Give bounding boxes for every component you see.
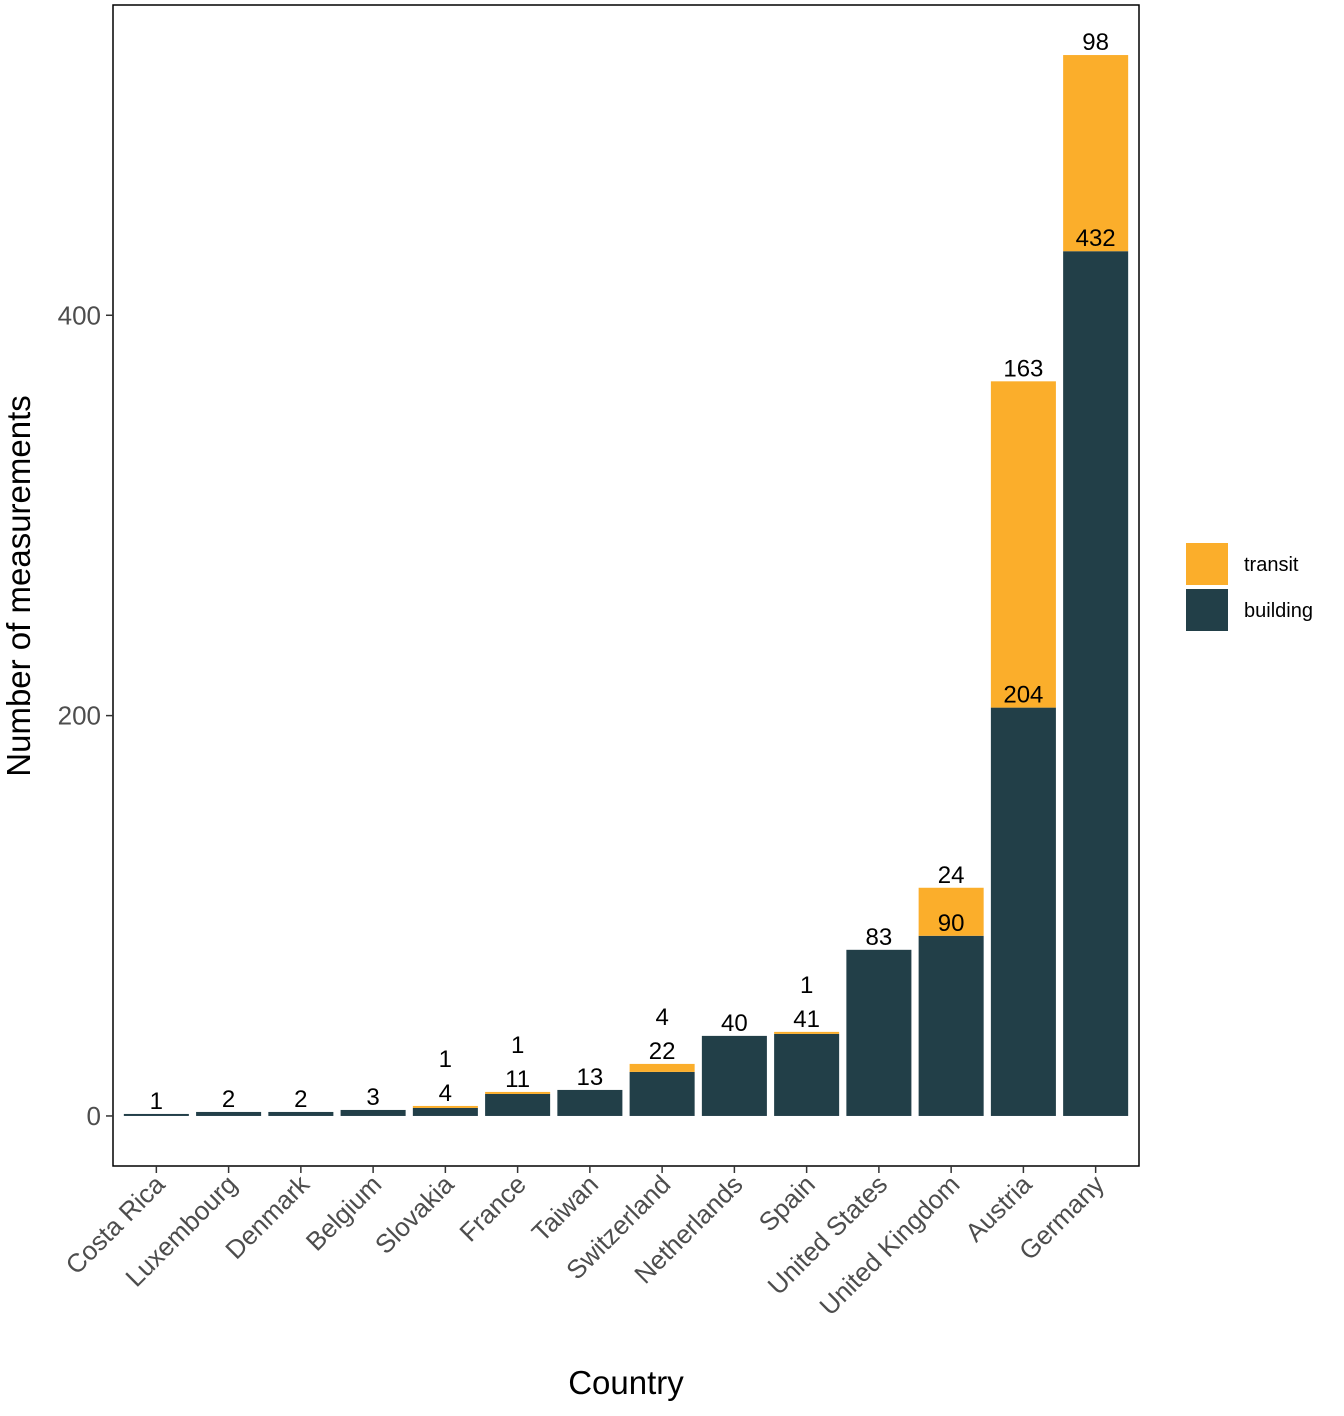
bar-building-slovakia: [412, 1107, 478, 1116]
label-transit-france: 1: [511, 1032, 524, 1059]
legend-label-building: building: [1244, 600, 1313, 622]
y-axis-title: Number of measurements: [0, 395, 37, 776]
label-transit-slovakia: 1: [439, 1046, 452, 1073]
y-axis: 0 200 400: [58, 300, 113, 1131]
bar-building-belgium: [340, 1109, 406, 1116]
legend: transit building: [1186, 543, 1313, 631]
bar-transit-spain: [774, 1031, 840, 1034]
label-building-netherlands: 40: [721, 1010, 748, 1037]
label-building-united-states: 83: [866, 924, 893, 951]
bar-building-united-states: [846, 949, 912, 1116]
bar-transit-switzerland: [629, 1063, 695, 1072]
bar-building-germany: [1063, 251, 1129, 1116]
bar-building-united-kingdom: [918, 935, 984, 1116]
label-building-luxembourg: 2: [222, 1086, 235, 1113]
legend-key-transit: [1186, 543, 1228, 585]
x-tick-label-france: France: [453, 1169, 531, 1247]
y-tick-label-400: 400: [58, 300, 101, 330]
bar-transit-slovakia: [412, 1105, 478, 1108]
bar-building-netherlands: [701, 1035, 767, 1116]
label-transit-spain: 1: [800, 972, 813, 999]
bar-building-france: [485, 1093, 551, 1116]
label-transit-switzerland: 4: [655, 1004, 668, 1031]
label-building-france: 11: [505, 1066, 530, 1093]
x-tick-label-slovakia: Slovakia: [369, 1169, 460, 1260]
label-building-belgium: 3: [366, 1084, 379, 1111]
label-building-taiwan: 13: [577, 1064, 604, 1091]
label-transit-germany: 98: [1082, 29, 1109, 56]
bar-building-taiwan: [557, 1089, 623, 1116]
label-building-austria: 204: [1003, 682, 1043, 709]
label-transit-austria: 163: [1003, 355, 1043, 382]
bar-building-austria: [990, 707, 1056, 1116]
legend-label-transit: transit: [1244, 554, 1299, 576]
label-building-denmark: 2: [294, 1086, 307, 1113]
plot-panel-border: [112, 4, 1140, 1167]
bar-building-spain: [774, 1033, 840, 1116]
label-transit-united-kingdom: 24: [938, 862, 965, 889]
label-building-slovakia: 4: [439, 1080, 452, 1107]
y-tick-label-0: 0: [87, 1101, 101, 1131]
label-building-germany: 432: [1076, 225, 1116, 252]
bar-building-costa-rica: [123, 1113, 189, 1116]
bar-transit-united-kingdom: [918, 887, 984, 936]
y-tick-label-200: 200: [58, 701, 101, 731]
label-building-united-kingdom: 90: [938, 910, 965, 937]
x-axis: Costa RicaLuxembourgDenmarkBelgiumSlovak…: [59, 1166, 1110, 1321]
bar-building-luxembourg: [196, 1111, 262, 1116]
label-building-costa-rica: 1: [150, 1088, 163, 1115]
label-building-switzerland: 22: [649, 1038, 676, 1065]
bars-layer: [123, 55, 1129, 1116]
bar-building-switzerland: [629, 1071, 695, 1116]
bar-transit-france: [485, 1091, 551, 1094]
legend-key-building: [1186, 589, 1228, 631]
x-axis-title: Country: [568, 1364, 684, 1401]
label-building-spain: 41: [793, 1006, 820, 1033]
bar-building-denmark: [268, 1111, 334, 1116]
bar-transit-austria: [990, 381, 1056, 708]
x-tick-label-spain: Spain: [753, 1169, 821, 1237]
bar-transit-germany: [1063, 55, 1129, 252]
